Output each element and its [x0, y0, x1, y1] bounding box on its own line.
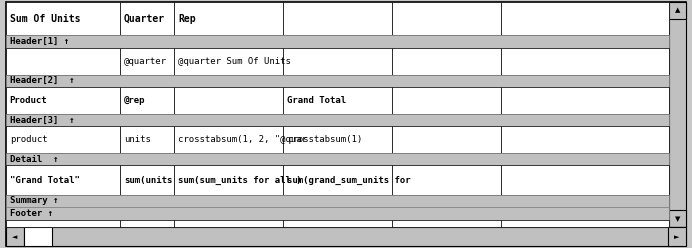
Bar	[120, 165, 174, 194]
Bar	[174, 220, 283, 227]
Bar	[6, 194, 669, 207]
Text: @quarter: @quarter	[124, 57, 167, 66]
Bar	[669, 210, 686, 227]
Bar	[6, 2, 120, 35]
Bar	[174, 165, 283, 194]
Bar	[500, 220, 669, 227]
Text: Product: Product	[10, 96, 47, 105]
Bar	[120, 48, 174, 75]
Bar	[6, 153, 669, 165]
Text: product: product	[10, 135, 47, 144]
Bar	[283, 165, 392, 194]
Bar	[6, 48, 120, 75]
Bar	[500, 126, 669, 153]
Bar	[392, 220, 500, 227]
Bar	[6, 75, 669, 87]
Text: ▼: ▼	[675, 216, 680, 222]
Bar	[669, 2, 686, 227]
Bar	[6, 220, 120, 227]
Text: Summary ↑: Summary ↑	[10, 196, 59, 205]
Bar	[500, 87, 669, 114]
Text: Quarter: Quarter	[124, 14, 165, 24]
Bar	[392, 48, 500, 75]
Bar	[500, 2, 669, 35]
Bar	[6, 207, 669, 220]
Text: ▲: ▲	[675, 8, 680, 14]
Bar	[174, 48, 283, 75]
Bar	[6, 165, 120, 194]
Text: Footer ↑: Footer ↑	[10, 209, 53, 218]
Bar	[120, 2, 174, 35]
Bar	[283, 48, 392, 75]
Text: Sum Of Units: Sum Of Units	[10, 14, 80, 24]
Bar	[668, 227, 686, 246]
Text: Header[1] ↑: Header[1] ↑	[10, 37, 69, 46]
Text: sum(grand_sum_units for: sum(grand_sum_units for	[287, 175, 411, 185]
Text: crosstabsum(1, 2, "@quar: crosstabsum(1, 2, "@quar	[179, 135, 307, 144]
Bar	[283, 87, 392, 114]
Bar	[392, 165, 500, 194]
Bar	[120, 126, 174, 153]
Bar	[174, 87, 283, 114]
Bar	[392, 2, 500, 35]
Text: Detail  ↑: Detail ↑	[10, 155, 59, 164]
Text: "Grand Total": "Grand Total"	[10, 176, 80, 185]
Bar	[6, 126, 120, 153]
Bar	[24, 227, 52, 246]
Text: Rep: Rep	[179, 14, 196, 24]
Bar	[6, 227, 24, 246]
Bar	[392, 126, 500, 153]
Bar	[6, 114, 669, 126]
Bar	[283, 220, 392, 227]
Bar	[120, 220, 174, 227]
Bar	[283, 126, 392, 153]
Bar	[174, 2, 283, 35]
Text: Header[3]  ↑: Header[3] ↑	[10, 116, 75, 124]
Bar	[500, 165, 669, 194]
Text: units: units	[124, 135, 151, 144]
Text: sum(units: sum(units	[124, 176, 172, 185]
Bar	[6, 35, 669, 48]
Bar	[392, 87, 500, 114]
Bar	[6, 87, 120, 114]
Bar	[669, 2, 686, 19]
Text: Grand Total: Grand Total	[287, 96, 346, 105]
Text: crosstabsum(1): crosstabsum(1)	[287, 135, 363, 144]
Text: ►: ►	[675, 234, 680, 240]
Text: @quarter Sum Of Units: @quarter Sum Of Units	[179, 57, 291, 66]
Bar	[283, 2, 392, 35]
Text: Header[2]  ↑: Header[2] ↑	[10, 76, 75, 85]
Bar	[500, 48, 669, 75]
Text: sum(sum_units for all ): sum(sum_units for all )	[179, 175, 302, 185]
Bar	[120, 87, 174, 114]
Text: ◄: ◄	[12, 234, 17, 240]
Bar	[6, 227, 686, 246]
Text: @rep: @rep	[124, 96, 145, 105]
Bar	[174, 126, 283, 153]
